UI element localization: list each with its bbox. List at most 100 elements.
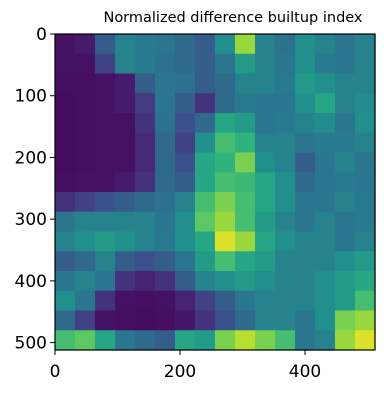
heatmap-cell — [95, 34, 116, 55]
heatmap-cell — [295, 93, 316, 114]
heatmap-cell — [95, 53, 116, 75]
heatmap-cell — [315, 310, 336, 331]
heatmap-cell — [75, 251, 96, 272]
heatmap-cell — [235, 211, 256, 233]
heatmap-cell — [55, 271, 76, 292]
heatmap-cell — [195, 330, 216, 351]
heatmap-cell — [315, 192, 336, 213]
heatmap-cell — [295, 330, 316, 351]
heatmap-cell — [95, 310, 116, 331]
heatmap-cell — [135, 310, 156, 331]
heatmap-cell — [95, 271, 116, 292]
heatmap-cell — [355, 93, 376, 114]
heatmap-cell — [275, 53, 296, 75]
heatmap-cell — [355, 330, 376, 351]
heatmap-cell — [55, 192, 76, 213]
heatmap-cell — [215, 113, 236, 134]
heatmap-cell — [175, 53, 196, 75]
heatmap-cell — [215, 53, 236, 75]
heatmap-cell — [155, 251, 176, 272]
heatmap-cell — [115, 290, 136, 312]
heatmap-cell — [155, 53, 176, 75]
heatmap-cell — [55, 330, 76, 351]
plot-frame — [54, 33, 376, 351]
heatmap-cell — [315, 152, 336, 173]
heatmap-cell — [235, 310, 256, 331]
heatmap-cell — [155, 271, 176, 292]
y-tick-label: 100 — [15, 87, 47, 107]
heatmap-cell — [155, 211, 176, 233]
heatmap-cell — [155, 73, 176, 94]
heatmap-cell — [175, 132, 196, 154]
heatmap-cell — [195, 34, 216, 55]
heatmap-cell — [195, 271, 216, 292]
heatmap-cell — [155, 132, 176, 154]
heatmap-cell — [195, 132, 216, 154]
heatmap-cell — [75, 192, 96, 213]
heatmap-cell — [115, 271, 136, 292]
heatmap-cell — [115, 152, 136, 173]
heatmap-cell — [175, 290, 196, 312]
heatmap-cell — [235, 132, 256, 154]
heatmap-cell — [355, 271, 376, 292]
heatmap-cell — [75, 73, 96, 94]
heatmap-cell — [195, 172, 216, 193]
heatmap-cell — [335, 34, 356, 55]
heatmap-cell — [295, 290, 316, 312]
heatmap-cell — [95, 231, 116, 252]
heatmap-cell — [95, 211, 116, 233]
heatmap-cell — [215, 251, 236, 272]
heatmap-cell — [335, 172, 356, 193]
heatmap-cell — [335, 330, 356, 351]
heatmap-cell — [155, 290, 176, 312]
heatmap-cell — [175, 93, 196, 114]
heatmap-cell — [275, 231, 296, 252]
heatmap-cell — [235, 251, 256, 272]
heatmap-cell — [55, 231, 76, 252]
heatmap-cell — [355, 73, 376, 94]
heatmap-cell — [255, 34, 276, 55]
heatmap-cell — [355, 211, 376, 233]
heatmap-cell — [95, 93, 116, 114]
heatmap-cell — [335, 271, 356, 292]
heatmap-cell — [135, 192, 156, 213]
heatmap-cell — [215, 211, 236, 233]
heatmap-cell — [295, 34, 316, 55]
x-tick-label: 400 — [289, 362, 321, 382]
heatmap-cell — [75, 132, 96, 154]
chart-title: Normalized difference builtup index — [103, 10, 362, 26]
heatmap-cell — [95, 290, 116, 312]
heatmap-cell — [335, 211, 356, 233]
heatmap-cell — [295, 113, 316, 134]
y-tick-label: 300 — [15, 210, 47, 230]
heatmap-cell — [195, 93, 216, 114]
heatmap-cell — [155, 330, 176, 351]
heatmap-cell — [255, 330, 276, 351]
heatmap-cell — [275, 73, 296, 94]
heatmap-cell — [135, 73, 156, 94]
heatmap-cell — [115, 34, 136, 55]
heatmap-cell — [55, 132, 76, 154]
heatmap-cell — [235, 152, 256, 173]
heatmap-cell — [235, 93, 256, 114]
heatmap-cell — [255, 211, 276, 233]
y-tick-label: 500 — [15, 334, 47, 354]
heatmap-cell — [135, 93, 156, 114]
heatmap-cell — [55, 290, 76, 312]
heatmap-cell — [315, 93, 336, 114]
heatmap-cell — [95, 251, 116, 272]
heatmap-cell — [335, 53, 356, 75]
heatmap-cell — [155, 113, 176, 134]
heatmap-cell — [315, 132, 336, 154]
heatmap-cell — [95, 192, 116, 213]
heatmap-cell — [315, 172, 336, 193]
heatmap-cell — [95, 152, 116, 173]
heatmap-cell — [315, 271, 336, 292]
heatmap-cell — [75, 113, 96, 134]
heatmap-cell — [295, 152, 316, 173]
heatmap-cell — [355, 172, 376, 193]
heatmap-cell — [95, 113, 116, 134]
heatmap-cell — [215, 192, 236, 213]
heatmap-cell — [115, 330, 136, 351]
heatmap-cell — [335, 73, 356, 94]
